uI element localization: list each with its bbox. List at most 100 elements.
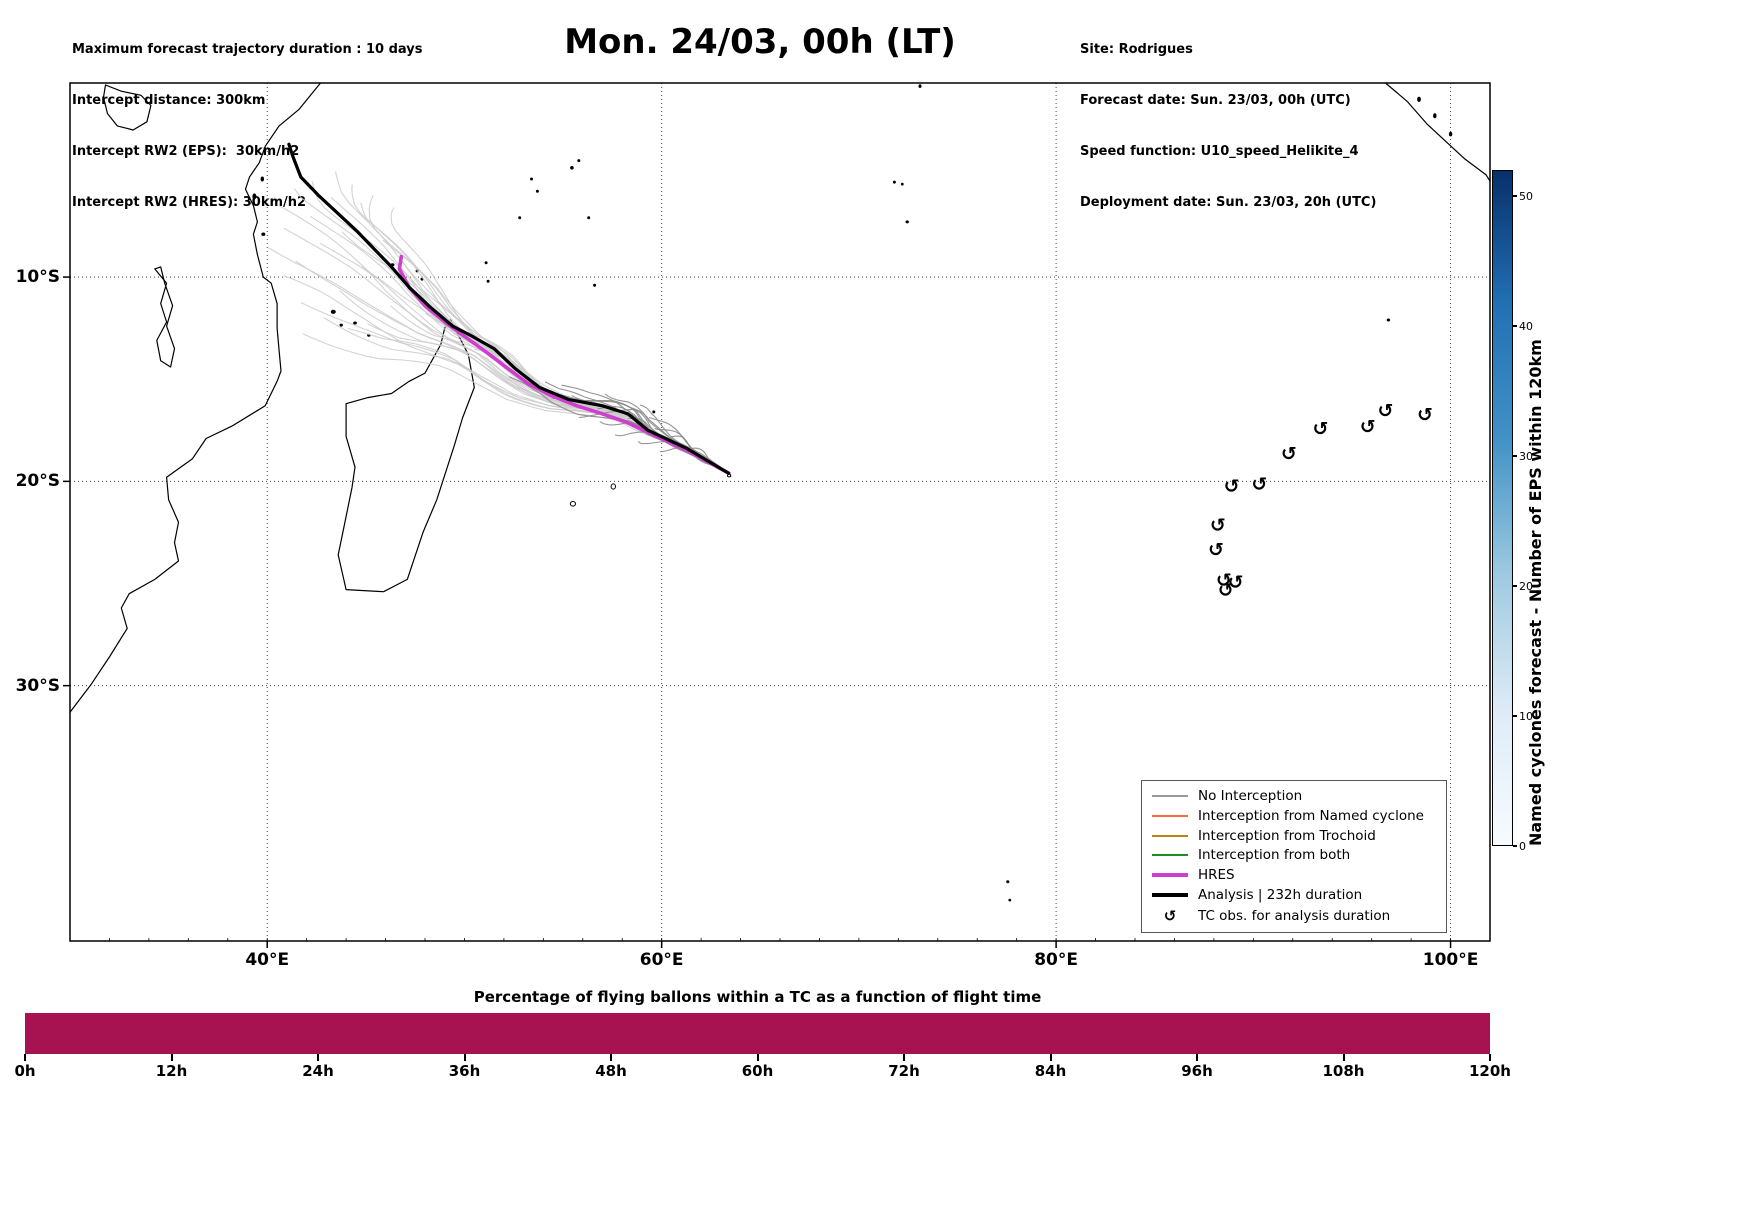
legend-item: Interception from Named cyclone [1152,808,1436,824]
bottom-axis-tick-label: 96h [1181,1062,1213,1080]
bottom-axis-tick-label: 72h [888,1062,920,1080]
ensemble-track-no-interception [283,227,730,474]
bottom-axis-tick [610,1054,612,1061]
tc-obs-symbol: ↺ [1281,443,1297,465]
tc-obs-symbol: ↺ [1417,404,1433,426]
legend-swatch [1152,854,1188,857]
island [339,323,343,327]
legend-item: No Interception [1152,788,1436,804]
page-title: Mon. 24/03, 00h (LT) [564,22,956,62]
island [892,180,896,184]
legend-swatch [1152,794,1188,797]
bottom-axis-tick [1489,1054,1491,1061]
island [593,283,597,287]
bottom-axis-tick-label: 120h [1469,1062,1511,1080]
ensemble-track-no-interception [500,379,730,474]
island [353,321,357,325]
island [486,279,490,283]
bottom-axis-tick [756,1054,759,1061]
tc-obs-symbol: ↺ [1312,418,1328,440]
tc-obs-symbol: ↺ [1251,473,1267,495]
coastline-lake-victoria [102,84,152,131]
ensemble-track-no-interception [360,202,730,474]
island [260,176,265,182]
bottom-axis-tick-label: 12h [155,1062,188,1080]
bottom-axis-tick-label: 24h [302,1062,334,1080]
colorbar-tick-label: 30 [1519,450,1533,463]
legend-swatch [1152,893,1188,898]
island [484,261,488,265]
island [330,309,336,314]
x-axis-tick-label: 40°E [245,950,290,970]
island [252,193,257,200]
tc-obs-symbol: ↺ [1360,416,1376,438]
flight-time-bar [25,1013,1490,1054]
island [652,410,656,414]
legend-line-swatch [1152,794,1188,797]
bottom-axis-tick-label: 108h [1322,1062,1365,1080]
tc-obs-symbol: ↺ [1378,400,1394,422]
colorbar-tick [1513,195,1517,197]
header-right-line: Speed function: U10_speed_Helikite_4 [1080,144,1359,159]
legend-line-swatch [1152,893,1188,898]
ensemble-track-no-interception [293,188,730,474]
island [1006,880,1010,884]
header-right-line: Deployment date: Sun. 23/03, 20h (UTC) [1080,195,1377,210]
bottom-axis-tick [170,1054,173,1061]
legend-item-label: No Interception [1198,787,1303,804]
legend-line-swatch [1152,834,1188,837]
ensemble-track-no-interception [614,431,730,474]
legend-line-swatch [1152,814,1188,817]
tc-obs-symbol: ↺ [1216,569,1232,591]
legend: No Interception Interception from Named c… [1141,780,1447,933]
colorbar-tick [1513,325,1517,327]
colorbar-tick-label: 0 [1519,840,1526,853]
legend-swatch [1152,814,1188,817]
ensemble-track-no-interception [335,171,730,474]
bottom-axis-tick-label: 0h [14,1062,36,1080]
colorbar-label: Named cyclones forecast - Number of EPS … [1526,339,1545,846]
ensemble-track-no-interception [302,333,730,474]
hres-track [397,254,731,476]
x-axis-tick-label: 80°E [1034,950,1078,970]
map-canvas: ↺↺↺↺↺↺↺↺↺↺↺↺ [63,82,1491,948]
island [1433,113,1437,119]
island [918,84,922,88]
legend-item: ↺ TC obs. for analysis duration [1152,907,1436,925]
ensemble-track-no-interception [277,204,730,474]
ensemble-track-no-interception [639,404,730,474]
legend-item-label: Interception from Named cyclone [1198,807,1424,824]
island [905,220,909,224]
tc-obs-symbol: ↺ [1208,539,1224,561]
bottom-axis-tick [1196,1054,1198,1061]
island [1448,131,1453,137]
coastline-africa [69,82,322,713]
island [587,216,591,220]
legend-symbol-swatch: ↺ [1163,906,1177,925]
island [530,177,533,181]
header-right-line: Site: Rodrigues [1080,42,1193,57]
ensemble-track-no-interception [347,328,730,474]
legend-line-swatch [1152,854,1188,857]
coastline-sumatra [1384,82,1491,182]
island [1417,96,1421,102]
island [610,483,616,490]
island [261,232,266,236]
legend-line-swatch [1152,873,1188,878]
bottom-axis-tick [463,1054,466,1061]
colorbar-tick [1513,585,1517,587]
island [518,216,522,220]
bottom-axis-tick [1342,1054,1345,1061]
y-axis-tick-label: 10°S [15,267,60,288]
bottom-axis-tick-label: 60h [741,1062,774,1080]
bottom-axis-tick [317,1054,319,1061]
analysis-track [287,142,731,475]
legend-swatch [1152,834,1188,837]
ensemble-track-no-interception [401,260,730,474]
header-right-line: Forecast date: Sun. 23/03, 00h (UTC) [1080,93,1351,108]
header-left-info: Maximum forecast trajectory duration : 1… [72,7,423,245]
island [570,166,574,170]
ensemble-track-no-interception [351,184,730,474]
island [900,182,904,186]
colorbar-tick-label: 20 [1519,580,1533,593]
